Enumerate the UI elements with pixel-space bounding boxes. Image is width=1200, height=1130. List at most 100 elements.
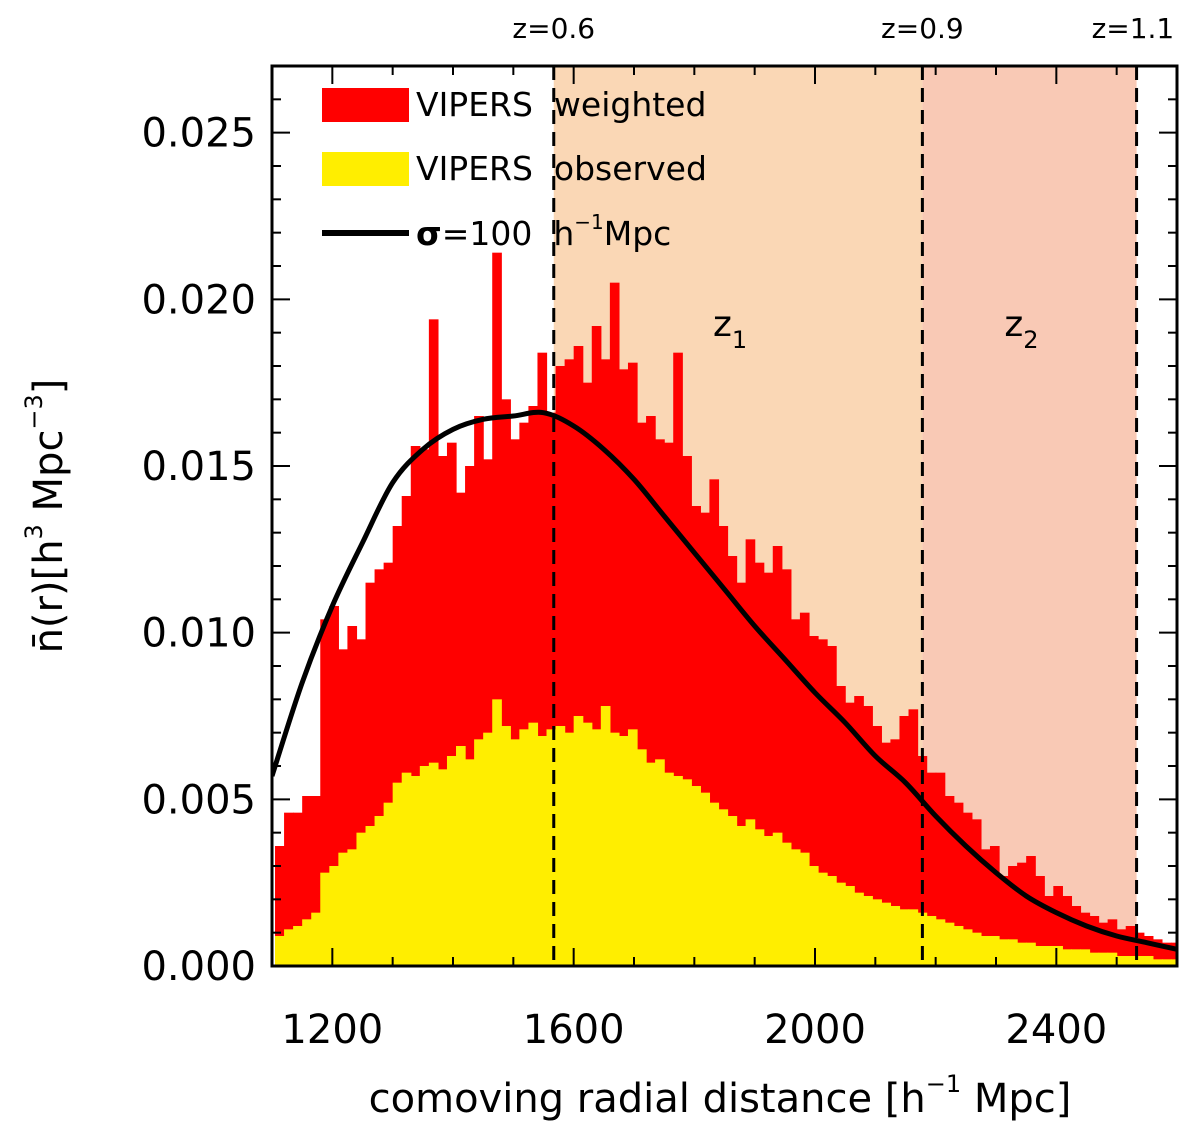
bar-observed — [275, 936, 285, 966]
bar-observed — [1116, 956, 1127, 966]
bar-observed — [537, 736, 548, 966]
bar-observed — [1189, 959, 1199, 966]
x-axis-ticks: 1200 1600 2000 2400 — [271, 66, 1178, 1053]
bar-weighted — [284, 812, 294, 966]
bar-weighted — [709, 479, 720, 966]
bar-weighted — [781, 569, 792, 966]
bar-weighted — [745, 539, 756, 966]
legend-sigma: σ — [416, 214, 442, 253]
x-axis-title: comoving radial distance [h−1 Mpc] — [369, 1070, 1072, 1122]
x-tick-label: 1600 — [523, 1007, 625, 1053]
bar-observed — [872, 899, 882, 966]
bar-observed — [1107, 952, 1118, 966]
bar-weighted — [1170, 942, 1177, 966]
bar-observed — [944, 922, 955, 966]
bar-weighted — [1161, 942, 1172, 966]
bar-observed — [1180, 959, 1190, 966]
bar-weighted — [881, 742, 892, 966]
bar-observed — [917, 912, 928, 966]
bar-weighted — [926, 772, 937, 966]
bar-weighted — [953, 802, 964, 966]
top-axis-ticks: z=0.6 z=0.9 z=1.1 — [512, 12, 1174, 45]
bar-weighted — [727, 556, 738, 966]
bar-weighted — [691, 506, 701, 966]
bar-weighted — [1017, 862, 1027, 966]
bar-observed — [293, 926, 303, 966]
bar-weighted — [664, 442, 674, 966]
bar-weighted — [863, 706, 873, 966]
bar-observed — [311, 912, 321, 966]
y-tick-label: 0.005 — [141, 777, 256, 823]
bar-observed — [1008, 939, 1018, 966]
bar-observed — [374, 816, 385, 966]
y-tick-label: 0.015 — [141, 444, 256, 490]
bar-weighted — [1089, 916, 1100, 966]
bar-observed — [691, 786, 701, 966]
legend-label-observed: VIPERS observed — [416, 149, 707, 188]
bar-observed — [320, 872, 330, 966]
bar-observed — [1125, 956, 1136, 966]
bar-observed — [347, 849, 358, 966]
bar-observed — [854, 892, 864, 966]
bar-observed — [609, 732, 620, 966]
bar-weighted — [1053, 886, 1063, 966]
legend-curve-unit: Mpc — [604, 214, 672, 253]
bar-observed — [673, 776, 683, 966]
bar-observed — [519, 729, 530, 966]
top-axis-label: z=1.1 — [1092, 12, 1175, 45]
observed-histogram — [275, 699, 1199, 966]
bar-weighted — [564, 359, 575, 966]
bar-weighted — [935, 772, 946, 966]
bar-weighted — [673, 352, 683, 966]
bar-weighted — [980, 849, 991, 966]
bar-weighted — [899, 716, 910, 966]
bar-weighted — [655, 439, 665, 966]
bar-observed — [899, 909, 910, 966]
bar-weighted — [872, 726, 882, 966]
bar-weighted — [446, 442, 457, 966]
bar-weighted — [302, 796, 312, 966]
bar-weighted — [1035, 876, 1045, 966]
bar-weighted — [790, 619, 801, 966]
bar-observed — [510, 739, 520, 966]
bar-observed — [446, 756, 457, 966]
bar-observed — [727, 816, 738, 966]
bar-observed — [1062, 949, 1073, 966]
bar-weighted — [528, 406, 539, 966]
bar-weighted — [971, 819, 982, 966]
bar-observed — [356, 832, 367, 966]
bar-observed — [528, 722, 539, 966]
bar-weighted — [1044, 896, 1054, 966]
bar-observed — [818, 872, 828, 966]
y-axis-title-end: ] — [26, 379, 72, 395]
bar-observed — [637, 749, 647, 966]
bar-observed — [772, 832, 783, 966]
plot-frame — [270, 64, 1179, 968]
bar-weighted — [510, 439, 520, 966]
bar-weighted — [1143, 936, 1154, 966]
bar-observed — [329, 866, 339, 966]
bar-weighted — [492, 252, 502, 966]
bar-observed — [410, 776, 421, 966]
y-axis-ticks: 0.000 0.005 0.010 0.015 0.020 0.025 — [141, 65, 1177, 990]
bar-weighted — [456, 492, 466, 966]
bar-observed — [618, 736, 629, 966]
bar-observed — [999, 939, 1009, 966]
x-axis-title-sup: −1 — [926, 1070, 961, 1098]
bar-weighted — [329, 606, 339, 966]
bar-observed — [1044, 946, 1054, 966]
bar-observed — [284, 929, 294, 966]
x-axis-title-end: Mpc] — [961, 1076, 1071, 1122]
top-axis-label: z=0.9 — [881, 12, 964, 45]
bar-observed — [664, 772, 674, 966]
bar-observed — [953, 926, 964, 966]
bar-weighted — [836, 686, 846, 966]
y-axis-title-main: n̄(r)[h — [26, 539, 72, 653]
bar-observed — [1170, 959, 1177, 966]
bar-observed — [573, 716, 584, 966]
bar-observed — [1143, 956, 1154, 966]
legend-curve-value: =100 h — [442, 214, 575, 253]
weighted-histogram — [275, 252, 1177, 966]
bar-observed — [1089, 952, 1100, 966]
bar-observed — [863, 896, 873, 966]
